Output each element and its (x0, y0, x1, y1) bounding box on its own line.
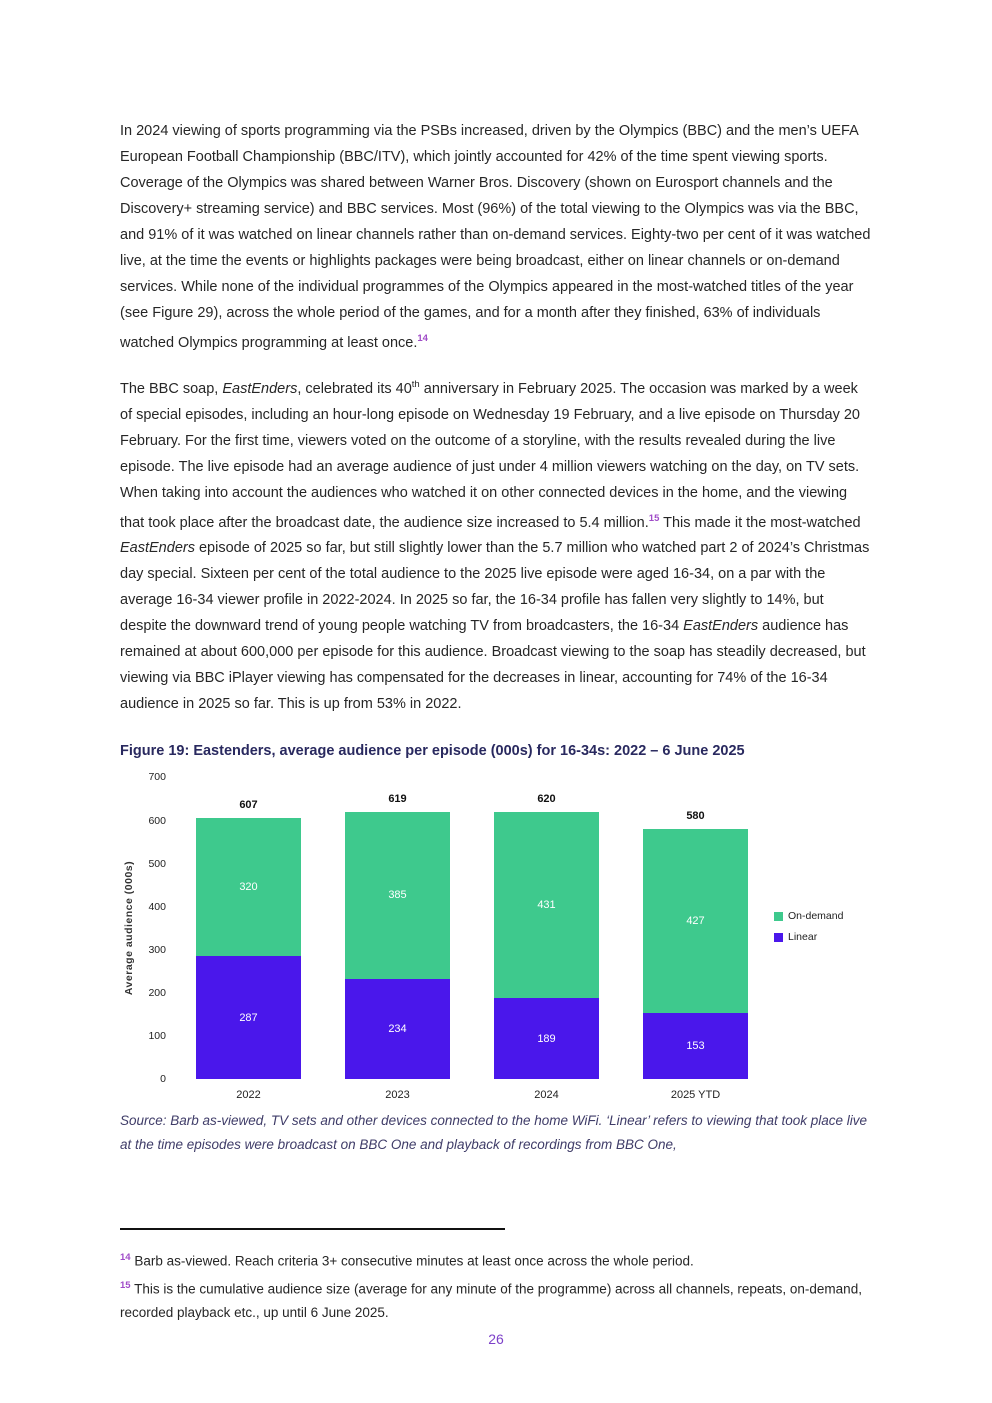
bar-group-2022: 607 320 287 2022 (196, 777, 301, 1101)
text-segment: This made it the most-watched (659, 514, 861, 531)
figure-title: Figure 19: Eastenders, average audience … (120, 743, 745, 760)
bar-segment-linear: 153 (643, 1013, 748, 1080)
source-note: Source: Barb as-viewed, TV sets and othe… (120, 1113, 868, 1153)
x-tick-label: 2022 (236, 1089, 261, 1102)
footnote-14: 14 Barb as-viewed. Reach criteria 3+ con… (120, 1246, 872, 1274)
superscript-text: th (411, 378, 420, 390)
y-axis-ticks: 0 100 200 300 400 500 600 700 (138, 771, 174, 1085)
x-tick-label: 2023 (385, 1089, 410, 1102)
footnote-block: 14 Barb as-viewed. Reach criteria 3+ con… (120, 1228, 872, 1347)
y-tick-label: 0 (160, 1073, 166, 1086)
footnote-15-marker[interactable]: 15 (120, 1279, 131, 1291)
y-tick-label: 400 (148, 900, 166, 913)
paragraph-eastenders: The BBC soap, EastEnders, celebrated its… (120, 372, 872, 718)
legend-item-on-demand: On-demand (774, 910, 843, 922)
text-segment: anniversary in February 2025. The occasi… (120, 380, 860, 531)
paragraph-sports-viewing: In 2024 viewing of sports programming vi… (120, 118, 872, 356)
y-tick-label: 200 (148, 987, 166, 1000)
chart-legend: On-demand Linear (770, 777, 872, 1079)
bar-segment-linear: 234 (345, 978, 450, 1080)
y-tick-label: 100 (148, 1030, 166, 1043)
text-segment: , celebrated its 40 (297, 380, 412, 397)
text-segment: audience has remained at about 600,000 p… (120, 618, 866, 713)
y-tick-label: 600 (148, 814, 166, 827)
bar-total-label: 607 (239, 798, 258, 811)
italic-text: EastEnders (683, 618, 759, 635)
y-tick-label: 500 (148, 857, 166, 870)
footnote-15-text: This is the cumulative audience size (av… (120, 1281, 862, 1320)
italic-text: EastEnders (222, 380, 298, 397)
bar-segment-on-demand: 320 (196, 817, 301, 956)
legend-label: Linear (788, 931, 818, 944)
legend-swatch-icon (774, 932, 783, 942)
footnote-ref[interactable]: 14 (417, 333, 428, 344)
bar-segment-linear: 189 (494, 997, 599, 1080)
y-tick-label: 700 (148, 771, 166, 784)
bar-segment-on-demand: 385 (345, 812, 450, 979)
bar-total-label: 619 (388, 793, 407, 806)
legend-item-linear: Linear (774, 931, 843, 943)
bar-value-label: 320 (239, 880, 258, 893)
footnote-divider (120, 1228, 505, 1230)
bar-group-2023: 619 385 234 2023 (345, 777, 450, 1101)
footnote-14-text: Barb as-viewed. Reach criteria 3+ consec… (130, 1253, 694, 1269)
text-segment: episode of 2025 so far, but still slight… (120, 540, 870, 635)
bar-segment-linear: 287 (196, 955, 301, 1080)
chart-legend-items: On-demand Linear (774, 910, 843, 952)
footnote-14-marker[interactable]: 14 (120, 1252, 131, 1263)
bar-value-label: 153 (686, 1040, 705, 1053)
bar-value-label: 431 (537, 898, 556, 911)
x-tick-label: 2025 YTD (670, 1089, 721, 1102)
stacked-bar-chart: Average audience (000s) 0 100 200 300 400 500… (120, 771, 872, 1101)
bar-segment-on-demand: 431 (494, 812, 599, 998)
text-segment: The BBC soap, (120, 380, 223, 397)
bar-group-2025-ytd: 580 427 153 2025 YTD (643, 777, 748, 1101)
bar-total-label: 580 (686, 810, 705, 823)
footnote-ref[interactable]: 15 (648, 512, 660, 524)
bar-value-label: 427 (686, 915, 705, 928)
y-tick-label: 300 (148, 944, 166, 957)
italic-text: EastEnders (120, 540, 195, 557)
footnote-15: 15 This is the cumulative audience size … (120, 1274, 872, 1326)
bar-value-label: 287 (239, 1011, 258, 1024)
y-axis-label: Average audience (000s) (123, 861, 135, 996)
text-segment: In 2024 viewing of sports programming vi… (120, 123, 871, 351)
chart-plot-area: 607 320 287 2022 619 385 234 2023 620 431 189 2024 5… (174, 777, 770, 1101)
bar-value-label: 385 (388, 889, 407, 902)
bar-segment-on-demand: 427 (643, 829, 748, 1014)
bar-total-label: 620 (537, 793, 556, 805)
bar-group-2024: 620 431 189 2024 (494, 777, 599, 1101)
y-axis-label-cell: Average audience (000s) (120, 777, 138, 1079)
bar-value-label: 189 (537, 1032, 556, 1045)
page-number: 26 (488, 1331, 504, 1347)
bar-value-label: 234 (388, 1023, 407, 1035)
x-tick-label: 2024 (534, 1089, 559, 1102)
legend-label: On-demand (788, 910, 844, 923)
legend-swatch-icon (774, 911, 783, 921)
